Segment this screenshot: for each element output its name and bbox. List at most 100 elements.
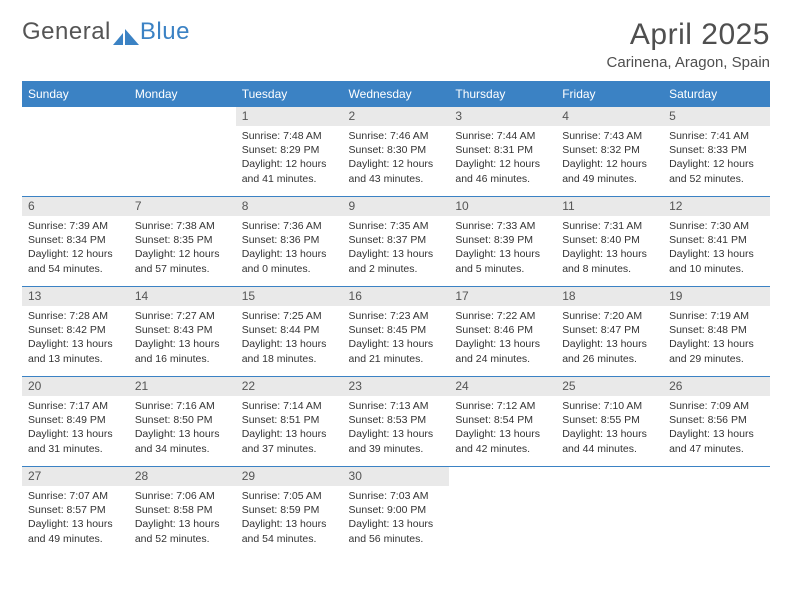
day-number: 30 xyxy=(343,467,450,486)
page-header: General Blue April 2025 Carinena, Aragon… xyxy=(22,18,770,71)
brand-part1: General xyxy=(22,18,111,46)
weekday-header: Monday xyxy=(129,82,236,107)
sunrise-text: Sunrise: 7:17 AM xyxy=(28,399,123,413)
sunset-text: Sunset: 8:58 PM xyxy=(135,503,230,517)
sunset-text: Sunset: 8:37 PM xyxy=(349,233,444,247)
weekday-header: Tuesday xyxy=(236,82,343,107)
day-body: Sunrise: 7:13 AMSunset: 8:53 PMDaylight:… xyxy=(343,396,450,460)
day-cell: 4Sunrise: 7:43 AMSunset: 8:32 PMDaylight… xyxy=(556,107,663,197)
day-number: 11 xyxy=(556,197,663,216)
weekday-header: Thursday xyxy=(449,82,556,107)
location-label: Carinena, Aragon, Spain xyxy=(607,54,770,71)
day-cell: 29Sunrise: 7:05 AMSunset: 8:59 PMDayligh… xyxy=(236,467,343,557)
day-body: Sunrise: 7:25 AMSunset: 8:44 PMDaylight:… xyxy=(236,306,343,370)
day-cell: 27Sunrise: 7:07 AMSunset: 8:57 PMDayligh… xyxy=(22,467,129,557)
day-number: 20 xyxy=(22,377,129,396)
day-cell: 7Sunrise: 7:38 AMSunset: 8:35 PMDaylight… xyxy=(129,197,236,287)
sunset-text: Sunset: 8:47 PM xyxy=(562,323,657,337)
day-number: 18 xyxy=(556,287,663,306)
day-cell: 14Sunrise: 7:27 AMSunset: 8:43 PMDayligh… xyxy=(129,287,236,377)
day-cell xyxy=(449,467,556,557)
daylight-text: Daylight: 13 hours and 8 minutes. xyxy=(562,247,657,275)
day-body: Sunrise: 7:09 AMSunset: 8:56 PMDaylight:… xyxy=(663,396,770,460)
day-body: Sunrise: 7:22 AMSunset: 8:46 PMDaylight:… xyxy=(449,306,556,370)
sunrise-text: Sunrise: 7:05 AM xyxy=(242,489,337,503)
day-cell: 12Sunrise: 7:30 AMSunset: 8:41 PMDayligh… xyxy=(663,197,770,287)
daylight-text: Daylight: 13 hours and 10 minutes. xyxy=(669,247,764,275)
title-block: April 2025 Carinena, Aragon, Spain xyxy=(607,18,770,71)
daylight-text: Daylight: 13 hours and 54 minutes. xyxy=(242,517,337,545)
sunrise-text: Sunrise: 7:19 AM xyxy=(669,309,764,323)
daylight-text: Daylight: 13 hours and 44 minutes. xyxy=(562,427,657,455)
sunrise-text: Sunrise: 7:28 AM xyxy=(28,309,123,323)
sunset-text: Sunset: 8:36 PM xyxy=(242,233,337,247)
sunset-text: Sunset: 8:44 PM xyxy=(242,323,337,337)
day-body: Sunrise: 7:30 AMSunset: 8:41 PMDaylight:… xyxy=(663,216,770,280)
daylight-text: Daylight: 13 hours and 2 minutes. xyxy=(349,247,444,275)
daylight-text: Daylight: 12 hours and 54 minutes. xyxy=(28,247,123,275)
daylight-text: Daylight: 13 hours and 52 minutes. xyxy=(135,517,230,545)
day-body: Sunrise: 7:43 AMSunset: 8:32 PMDaylight:… xyxy=(556,126,663,190)
day-body: Sunrise: 7:27 AMSunset: 8:43 PMDaylight:… xyxy=(129,306,236,370)
day-body: Sunrise: 7:35 AMSunset: 8:37 PMDaylight:… xyxy=(343,216,450,280)
day-body: Sunrise: 7:28 AMSunset: 8:42 PMDaylight:… xyxy=(22,306,129,370)
day-number: 28 xyxy=(129,467,236,486)
sunset-text: Sunset: 8:48 PM xyxy=(669,323,764,337)
daylight-text: Daylight: 13 hours and 5 minutes. xyxy=(455,247,550,275)
sunrise-text: Sunrise: 7:35 AM xyxy=(349,219,444,233)
sunrise-text: Sunrise: 7:13 AM xyxy=(349,399,444,413)
day-number: 21 xyxy=(129,377,236,396)
day-body: Sunrise: 7:06 AMSunset: 8:58 PMDaylight:… xyxy=(129,486,236,550)
sunset-text: Sunset: 8:31 PM xyxy=(455,143,550,157)
day-body: Sunrise: 7:14 AMSunset: 8:51 PMDaylight:… xyxy=(236,396,343,460)
sunrise-text: Sunrise: 7:23 AM xyxy=(349,309,444,323)
day-body: Sunrise: 7:39 AMSunset: 8:34 PMDaylight:… xyxy=(22,216,129,280)
day-cell: 28Sunrise: 7:06 AMSunset: 8:58 PMDayligh… xyxy=(129,467,236,557)
daylight-text: Daylight: 13 hours and 31 minutes. xyxy=(28,427,123,455)
daylight-text: Daylight: 12 hours and 52 minutes. xyxy=(669,157,764,185)
sunrise-text: Sunrise: 7:22 AM xyxy=(455,309,550,323)
sunset-text: Sunset: 8:34 PM xyxy=(28,233,123,247)
sunrise-text: Sunrise: 7:46 AM xyxy=(349,129,444,143)
day-body: Sunrise: 7:41 AMSunset: 8:33 PMDaylight:… xyxy=(663,126,770,190)
day-number: 3 xyxy=(449,107,556,126)
day-number: 4 xyxy=(556,107,663,126)
day-number: 19 xyxy=(663,287,770,306)
daylight-text: Daylight: 12 hours and 41 minutes. xyxy=(242,157,337,185)
daylight-text: Daylight: 12 hours and 57 minutes. xyxy=(135,247,230,275)
day-cell: 11Sunrise: 7:31 AMSunset: 8:40 PMDayligh… xyxy=(556,197,663,287)
day-number: 22 xyxy=(236,377,343,396)
sunset-text: Sunset: 8:51 PM xyxy=(242,413,337,427)
sunrise-text: Sunrise: 7:09 AM xyxy=(669,399,764,413)
sunset-text: Sunset: 8:49 PM xyxy=(28,413,123,427)
day-cell: 30Sunrise: 7:03 AMSunset: 9:00 PMDayligh… xyxy=(343,467,450,557)
sunset-text: Sunset: 8:53 PM xyxy=(349,413,444,427)
day-number: 15 xyxy=(236,287,343,306)
brand-part2: Blue xyxy=(140,18,190,46)
day-number: 26 xyxy=(663,377,770,396)
day-cell: 23Sunrise: 7:13 AMSunset: 8:53 PMDayligh… xyxy=(343,377,450,467)
day-body: Sunrise: 7:36 AMSunset: 8:36 PMDaylight:… xyxy=(236,216,343,280)
sunrise-text: Sunrise: 7:33 AM xyxy=(455,219,550,233)
sunrise-text: Sunrise: 7:44 AM xyxy=(455,129,550,143)
day-number: 2 xyxy=(343,107,450,126)
day-cell: 22Sunrise: 7:14 AMSunset: 8:51 PMDayligh… xyxy=(236,377,343,467)
sunset-text: Sunset: 8:56 PM xyxy=(669,413,764,427)
day-body: Sunrise: 7:48 AMSunset: 8:29 PMDaylight:… xyxy=(236,126,343,190)
sunrise-text: Sunrise: 7:03 AM xyxy=(349,489,444,503)
week-row: 27Sunrise: 7:07 AMSunset: 8:57 PMDayligh… xyxy=(22,467,770,557)
daylight-text: Daylight: 13 hours and 0 minutes. xyxy=(242,247,337,275)
day-body: Sunrise: 7:38 AMSunset: 8:35 PMDaylight:… xyxy=(129,216,236,280)
sunset-text: Sunset: 8:50 PM xyxy=(135,413,230,427)
daylight-text: Daylight: 12 hours and 43 minutes. xyxy=(349,157,444,185)
daylight-text: Daylight: 13 hours and 34 minutes. xyxy=(135,427,230,455)
day-body: Sunrise: 7:33 AMSunset: 8:39 PMDaylight:… xyxy=(449,216,556,280)
day-cell: 25Sunrise: 7:10 AMSunset: 8:55 PMDayligh… xyxy=(556,377,663,467)
sunrise-text: Sunrise: 7:06 AM xyxy=(135,489,230,503)
day-number: 23 xyxy=(343,377,450,396)
sunrise-text: Sunrise: 7:31 AM xyxy=(562,219,657,233)
weekday-header: Sunday xyxy=(22,82,129,107)
day-cell: 18Sunrise: 7:20 AMSunset: 8:47 PMDayligh… xyxy=(556,287,663,377)
day-body: Sunrise: 7:07 AMSunset: 8:57 PMDaylight:… xyxy=(22,486,129,550)
daylight-text: Daylight: 13 hours and 18 minutes. xyxy=(242,337,337,365)
